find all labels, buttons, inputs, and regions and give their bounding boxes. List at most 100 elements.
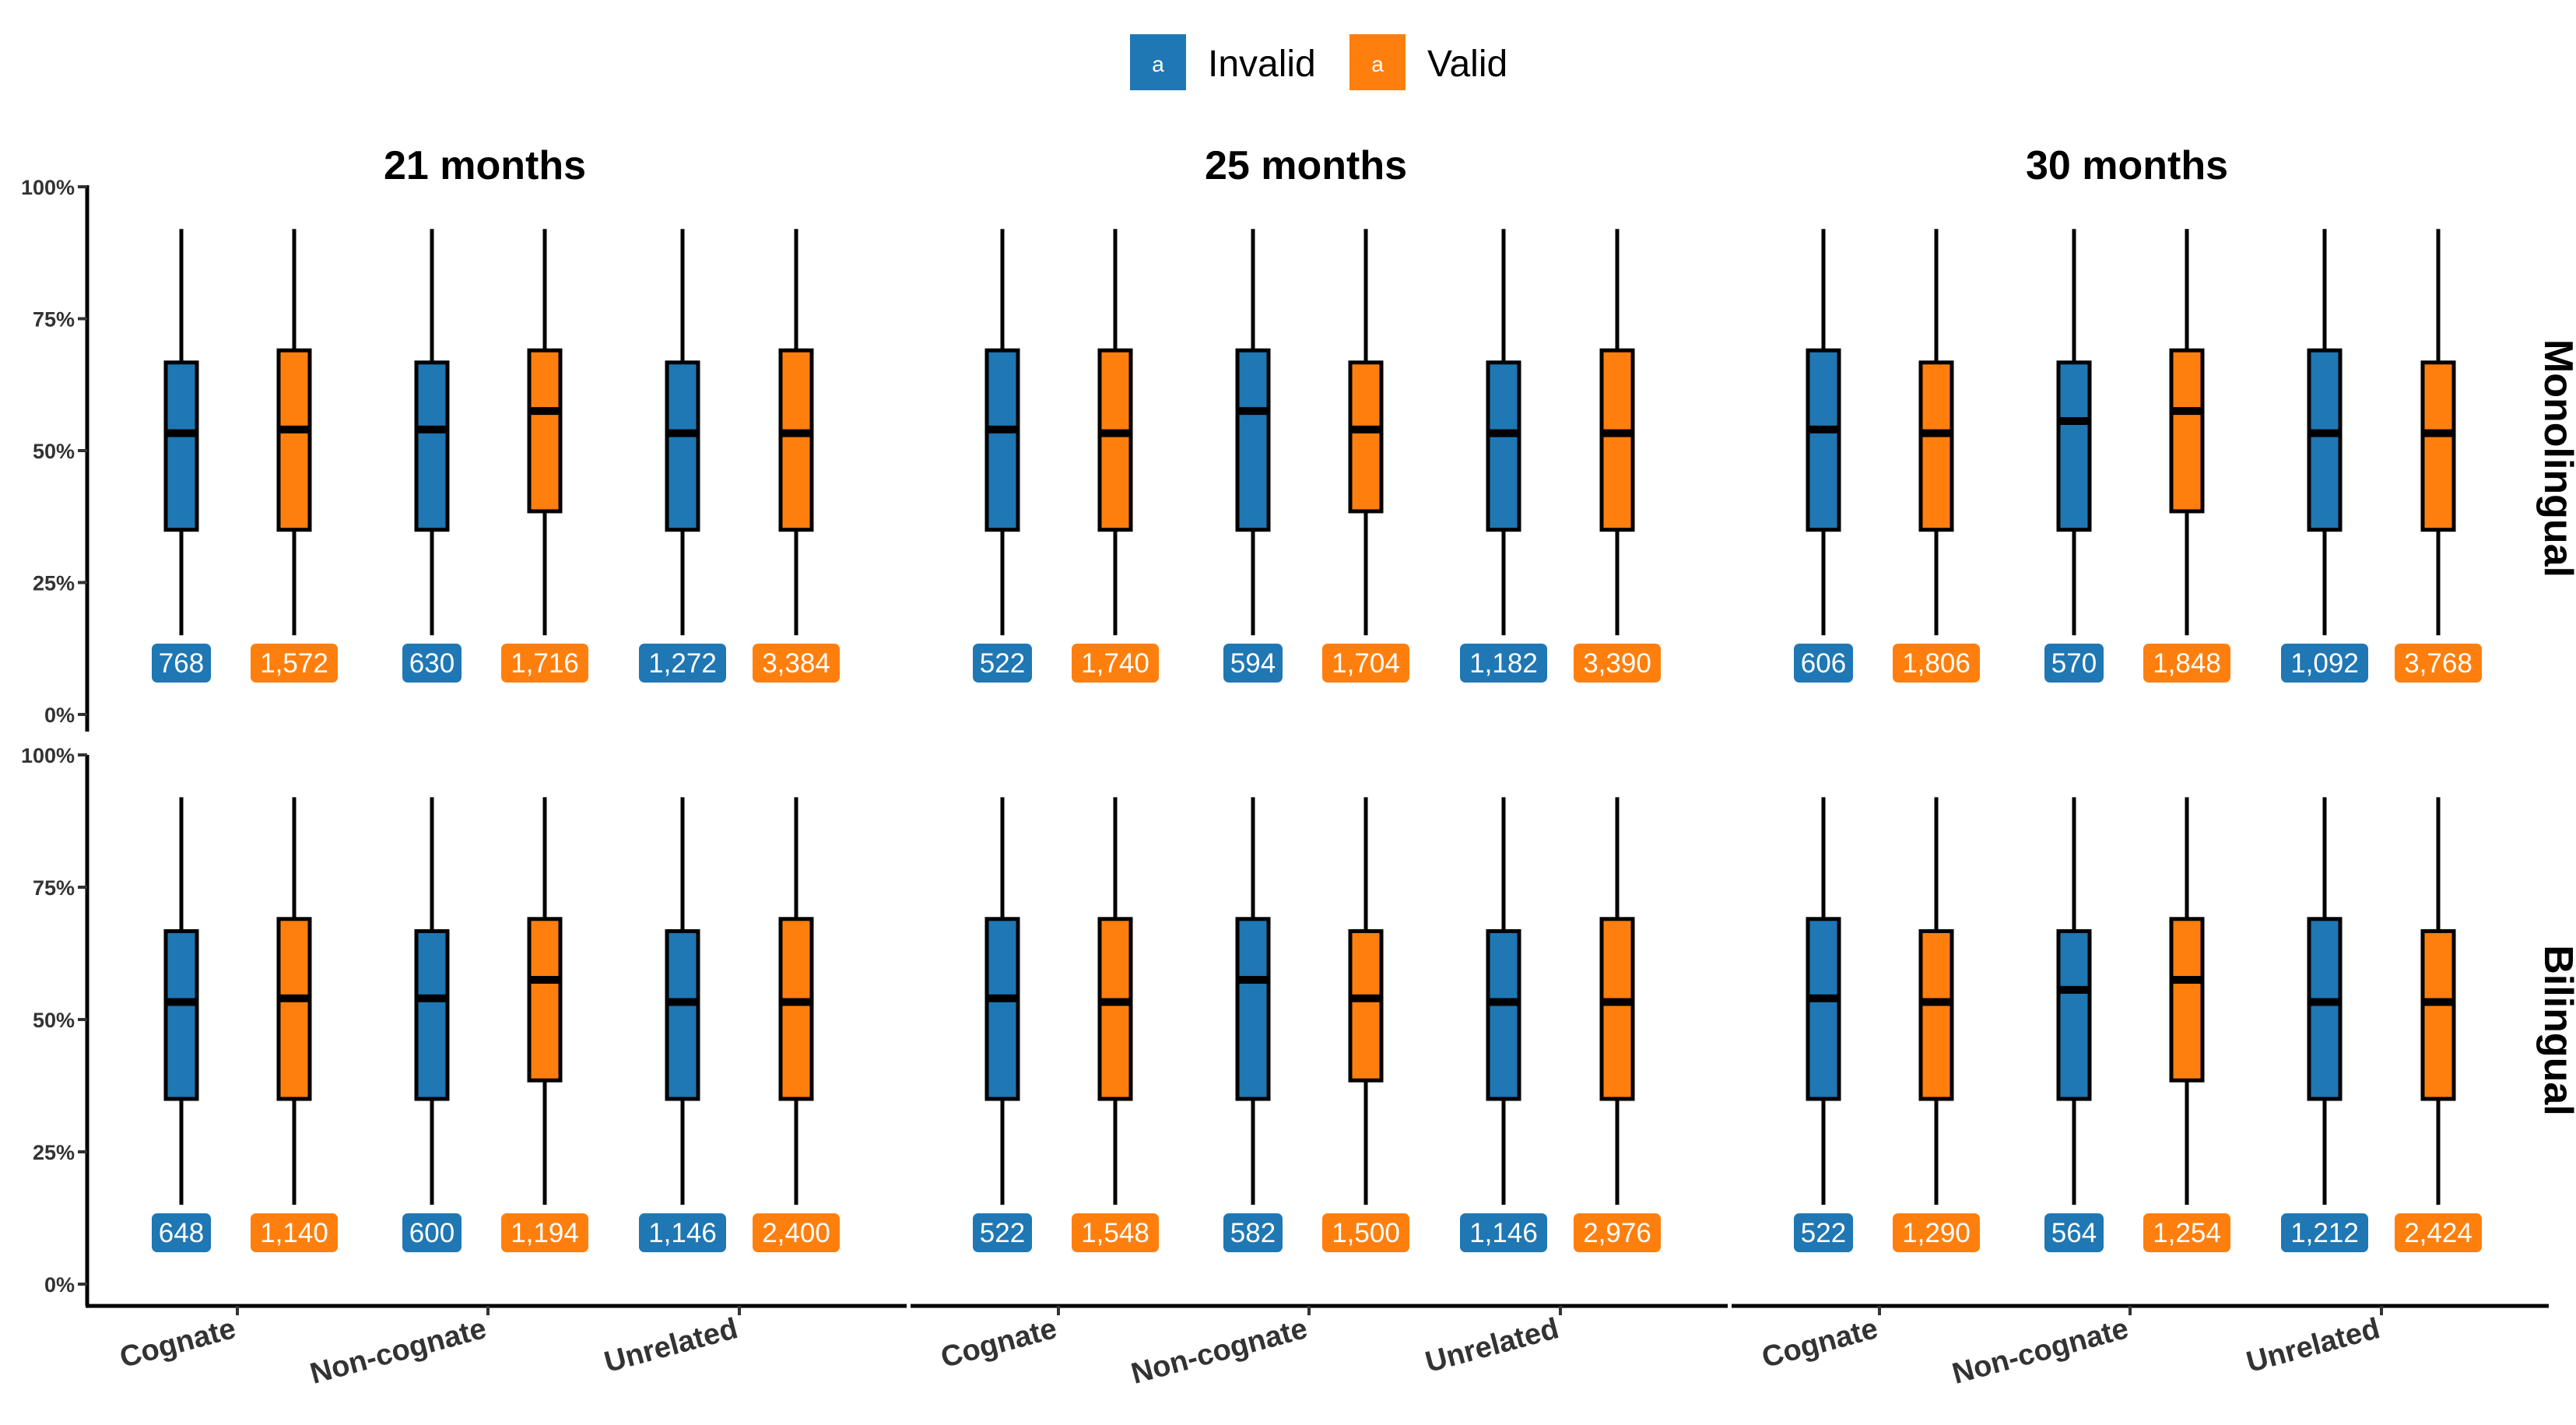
- count-label-bg: [501, 1213, 588, 1252]
- count-label: 1,194: [511, 1218, 579, 1248]
- count-label-bg: [501, 644, 588, 683]
- count-label: 768: [159, 648, 204, 679]
- box-non-cognate-invalid: 594: [1223, 229, 1283, 683]
- legend-key-letter: a: [1371, 52, 1384, 76]
- column-titles: 21 months 25 months 30 months: [384, 143, 2228, 188]
- panel-bilingual-25-months: 522 1,548 582 1,500 1,146 2,976: [973, 797, 1661, 1252]
- box-body: [665, 360, 700, 532]
- box-non-cognate-valid: 1,848: [2143, 229, 2230, 683]
- panel-bilingual-21-months: 648 1,140 600 1,194 1,146 2,400: [152, 797, 840, 1252]
- count-label-bg: [1893, 644, 1980, 683]
- box-body: [1097, 348, 1133, 532]
- count-label: 1,092: [2290, 648, 2359, 679]
- box-cognate-invalid: 522: [1794, 797, 1853, 1252]
- box-body: [1918, 928, 1954, 1101]
- count-label: 1,146: [1469, 1218, 1538, 1248]
- box-body: [2307, 917, 2343, 1101]
- count-label-bg: [1893, 1213, 1980, 1252]
- count-label: 3,390: [1583, 648, 1651, 679]
- count-label: 582: [1230, 1218, 1276, 1248]
- box-body: [1806, 917, 1841, 1101]
- count-label: 1,848: [2153, 648, 2221, 679]
- box-non-cognate-invalid: 582: [1223, 797, 1283, 1252]
- y-tick-label: 25%: [33, 572, 75, 595]
- y-tick-label: 25%: [33, 1141, 75, 1164]
- box-unrelated-valid: 2,424: [2395, 797, 2482, 1252]
- box-unrelated-valid: 3,768: [2395, 229, 2482, 683]
- box-unrelated-invalid: 1,272: [639, 229, 726, 683]
- panel-monolingual-30-months: 606 1,806 570 1,848 1,092 3,768: [1794, 229, 2482, 683]
- count-label: 1,272: [648, 648, 717, 679]
- box-cognate-valid: 1,140: [251, 797, 338, 1252]
- box-unrelated-valid: 3,384: [753, 229, 840, 683]
- count-label: 3,768: [2404, 648, 2472, 679]
- panel-bilingual-30-months: 522 1,290 564 1,254 1,212 2,424: [1794, 797, 2482, 1252]
- y-tick-label: 75%: [33, 308, 75, 332]
- box-body: [1918, 360, 1954, 532]
- count-label-bg: [2044, 644, 2104, 683]
- box-unrelated-invalid: 1,182: [1460, 229, 1547, 683]
- box-non-cognate-invalid: 564: [2044, 797, 2104, 1252]
- column-title-25-months: 25 months: [1205, 143, 1407, 188]
- count-label-bg: [1322, 1213, 1409, 1252]
- box-body: [665, 928, 700, 1101]
- legend-key-letter: a: [1152, 52, 1164, 76]
- count-label-bg: [753, 644, 840, 683]
- box-cognate-valid: 1,572: [251, 229, 338, 683]
- count-label: 522: [980, 1218, 1025, 1248]
- y-tick-label: 50%: [33, 1009, 75, 1032]
- box-body: [2307, 348, 2343, 532]
- box-body: [527, 348, 563, 514]
- legend-key-valid: [1349, 34, 1406, 90]
- count-label-bg: [1072, 644, 1159, 683]
- count-label: 1,140: [260, 1218, 328, 1248]
- box-body: [1599, 917, 1635, 1101]
- count-label: 1,212: [2290, 1218, 2359, 1248]
- box-body: [2169, 917, 2205, 1083]
- count-label-bg: [639, 644, 726, 683]
- count-label: 606: [1801, 648, 1846, 679]
- count-label-bg: [2395, 1213, 2482, 1252]
- count-label: 1,548: [1081, 1218, 1149, 1248]
- box-cognate-valid: 1,806: [1893, 229, 1980, 683]
- count-label-bg: [1322, 644, 1409, 683]
- box-body: [276, 348, 312, 532]
- box-non-cognate-valid: 1,704: [1322, 229, 1409, 683]
- box-cognate-invalid: 522: [973, 229, 1032, 683]
- box-body: [778, 917, 814, 1101]
- box-body: [2169, 348, 2205, 514]
- count-label-bg: [402, 1213, 462, 1252]
- box-cognate-invalid: 648: [152, 797, 211, 1252]
- box-body: [2420, 928, 2456, 1101]
- panel-monolingual-25-months: 522 1,740 594 1,704 1,182 3,390: [973, 229, 1661, 683]
- row-title-bilingual: Bilingual: [2536, 945, 2576, 1116]
- box-body: [2056, 360, 2092, 532]
- legend-item-invalid: a Invalid: [1130, 34, 1316, 90]
- column-title-21-months: 21 months: [384, 143, 586, 188]
- box-unrelated-valid: 2,400: [753, 797, 840, 1252]
- count-label-bg: [973, 644, 1032, 683]
- count-label: 1,740: [1081, 648, 1149, 679]
- count-label: 2,424: [2404, 1218, 2472, 1248]
- axes: 0% 25% 50% 75% 100% 0% 25% 50% 75% 100%: [21, 176, 2549, 1308]
- y-tick-label: 100%: [21, 176, 75, 199]
- count-label: 2,400: [762, 1218, 830, 1248]
- box-body: [1348, 928, 1384, 1083]
- box-body: [1097, 917, 1133, 1101]
- count-label-bg: [1794, 1213, 1853, 1252]
- box-unrelated-valid: 3,390: [1574, 229, 1661, 683]
- count-label-bg: [152, 644, 211, 683]
- y-tick-label: 0%: [44, 704, 75, 727]
- box-non-cognate-invalid: 570: [2044, 229, 2104, 683]
- count-label: 1,290: [1902, 1218, 1971, 1248]
- box-cognate-invalid: 522: [973, 797, 1032, 1252]
- count-label-bg: [639, 1213, 726, 1252]
- count-label-bg: [1794, 644, 1853, 683]
- box-body: [1486, 360, 1521, 532]
- panel-monolingual-21-months: 768 1,572 630 1,716 1,272 3,384: [152, 229, 840, 683]
- x-tick-label-non-cognate: Non-cognate: [1128, 1312, 1311, 1391]
- box-unrelated-invalid: 1,212: [2281, 797, 2368, 1252]
- y-tick-label: 0%: [44, 1273, 75, 1297]
- box-body: [1235, 917, 1271, 1101]
- count-label-bg: [1574, 1213, 1661, 1252]
